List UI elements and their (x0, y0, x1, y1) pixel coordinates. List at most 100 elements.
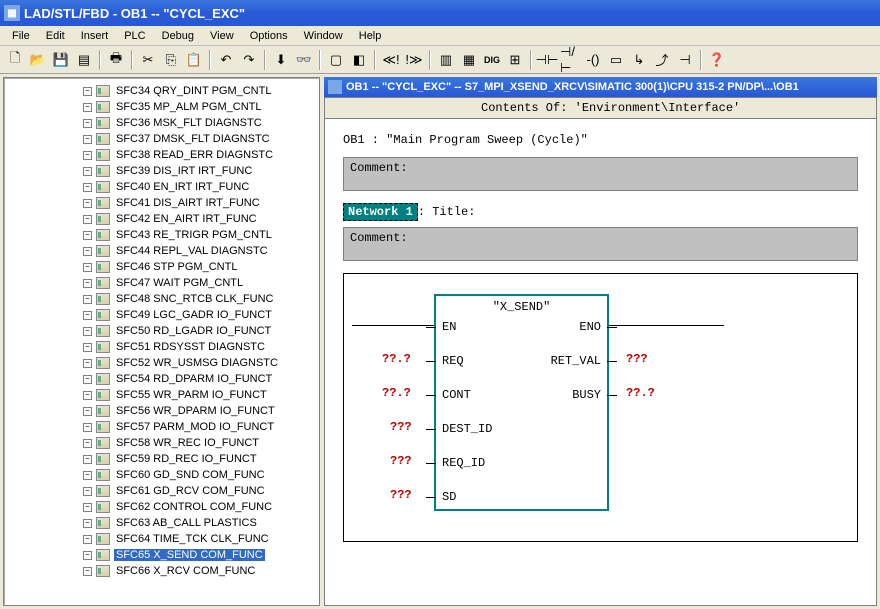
save-button[interactable]: 💾 (50, 49, 72, 71)
tree-item-sfc44[interactable]: −SFC44 REPL_VAL DIAGNSTC (5, 243, 318, 259)
tree-item-sfc42[interactable]: −SFC42 EN_AIRT IRT_FUNC (5, 211, 318, 227)
val-retval[interactable]: ??? (626, 352, 648, 366)
expand-icon[interactable]: − (83, 343, 92, 352)
tree-item-sfc57[interactable]: −SFC57 PARM_MOD IO_FUNCT (5, 419, 318, 435)
expand-icon[interactable]: − (83, 391, 92, 400)
menu-view[interactable]: View (202, 28, 242, 44)
tree-item-sfc48[interactable]: −SFC48 SNC_RTCB CLK_FUNC (5, 291, 318, 307)
expand-icon[interactable]: − (83, 327, 92, 336)
val-cont[interactable]: ??.? (382, 386, 411, 400)
val-sd[interactable]: ??? (390, 488, 412, 502)
undo-button[interactable]: ↶ (215, 49, 237, 71)
expand-icon[interactable]: − (83, 87, 92, 96)
fbd-block[interactable]: "X_SEND" EN ENO REQ RET_VAL CONT (434, 294, 847, 511)
tree-item-sfc36[interactable]: −SFC36 MSK_FLT DIAGNSTC (5, 115, 318, 131)
tree-item-sfc43[interactable]: −SFC43 RE_TRIGR PGM_CNTL (5, 227, 318, 243)
paste-button[interactable]: 📋 (183, 49, 205, 71)
tree-item-sfc55[interactable]: −SFC55 WR_PARM IO_FUNCT (5, 387, 318, 403)
view2-button[interactable]: ▦ (458, 49, 480, 71)
tree-item-sfc37[interactable]: −SFC37 DMSK_FLT DIAGNSTC (5, 131, 318, 147)
expand-icon[interactable]: − (83, 487, 92, 496)
tree-item-sfc49[interactable]: −SFC49 LGC_GADR IO_FUNCT (5, 307, 318, 323)
val-req[interactable]: ??.? (382, 352, 411, 366)
block-button[interactable]: ▢ (325, 49, 347, 71)
tree-item-sfc59[interactable]: −SFC59 RD_REC IO_FUNCT (5, 451, 318, 467)
expand-icon[interactable]: − (83, 503, 92, 512)
menu-help[interactable]: Help (351, 28, 390, 44)
expand-icon[interactable]: − (83, 311, 92, 320)
menu-edit[interactable]: Edit (38, 28, 73, 44)
expand-icon[interactable]: − (83, 151, 92, 160)
tree-list[interactable]: −SFC34 QRY_DINT PGM_CNTL−SFC35 MP_ALM PG… (4, 78, 319, 605)
help-button[interactable]: ❓ (706, 49, 728, 71)
expand-icon[interactable]: − (83, 439, 92, 448)
tree-item-sfc47[interactable]: −SFC47 WAIT PGM_CNTL (5, 275, 318, 291)
tree-item-sfc41[interactable]: −SFC41 DIS_AIRT IRT_FUNC (5, 195, 318, 211)
expand-icon[interactable]: − (83, 215, 92, 224)
branch-close-button[interactable]: ⤴ (651, 49, 673, 71)
tree-item-sfc63[interactable]: −SFC63 AB_CALL PLASTICS (5, 515, 318, 531)
expand-icon[interactable]: − (83, 183, 92, 192)
copy-button[interactable]: ⎘ (160, 49, 182, 71)
menu-file[interactable]: File (4, 28, 38, 44)
menu-window[interactable]: Window (296, 28, 351, 44)
expand-icon[interactable]: − (83, 455, 92, 464)
branch-open-button[interactable]: ↳ (628, 49, 650, 71)
tree-item-sfc51[interactable]: −SFC51 RDSYSST DIAGNSTC (5, 339, 318, 355)
tree-item-sfc38[interactable]: −SFC38 READ_ERR DIAGNSTC (5, 147, 318, 163)
print-button[interactable]: 🖶 (105, 49, 127, 71)
tree-item-sfc35[interactable]: −SFC35 MP_ALM PGM_CNTL (5, 99, 318, 115)
expand-icon[interactable]: − (83, 119, 92, 128)
tree-item-sfc58[interactable]: −SFC58 WR_REC IO_FUNCT (5, 435, 318, 451)
tree-item-sfc62[interactable]: −SFC62 CONTROL COM_FUNC (5, 499, 318, 515)
network-comment-box[interactable]: Comment: (343, 227, 858, 261)
menu-debug[interactable]: Debug (154, 28, 202, 44)
expand-icon[interactable]: − (83, 471, 92, 480)
expand-icon[interactable]: − (83, 199, 92, 208)
cut-button[interactable]: ✂ (137, 49, 159, 71)
box-button[interactable]: ▭ (605, 49, 627, 71)
tree-item-sfc46[interactable]: −SFC46 STP PGM_CNTL (5, 259, 318, 275)
expand-icon[interactable]: − (83, 375, 92, 384)
tree-item-sfc64[interactable]: −SFC64 TIME_TCK CLK_FUNC (5, 531, 318, 547)
val-destid[interactable]: ??? (390, 420, 412, 434)
expand-icon[interactable]: − (83, 423, 92, 432)
save-all-button[interactable]: ▤ (73, 49, 95, 71)
download-button[interactable]: ⬇ (270, 49, 292, 71)
tree-item-sfc40[interactable]: −SFC40 EN_IRT IRT_FUNC (5, 179, 318, 195)
tree-item-sfc52[interactable]: −SFC52 WR_USMSG DIAGNSTC (5, 355, 318, 371)
connect-button[interactable]: ⊣ (674, 49, 696, 71)
block-diagram[interactable]: "X_SEND" EN ENO REQ RET_VAL CONT (343, 273, 858, 542)
tree-item-sfc61[interactable]: −SFC61 GD_RCV COM_FUNC (5, 483, 318, 499)
expand-icon[interactable]: − (83, 551, 92, 560)
goto-button[interactable]: ≪! (380, 49, 402, 71)
unknown1-button[interactable]: ◧ (348, 49, 370, 71)
expand-icon[interactable]: − (83, 535, 92, 544)
expand-icon[interactable]: − (83, 295, 92, 304)
val-busy[interactable]: ??.? (626, 386, 655, 400)
menu-options[interactable]: Options (242, 28, 296, 44)
view4-button[interactable]: ⊞ (504, 49, 526, 71)
expand-icon[interactable]: − (83, 519, 92, 528)
tree-item-sfc50[interactable]: −SFC50 RD_LGADR IO_FUNCT (5, 323, 318, 339)
tree-item-sfc65[interactable]: −SFC65 X_SEND COM_FUNC (5, 547, 318, 563)
coil-button[interactable]: -() (582, 49, 604, 71)
tree-item-sfc66[interactable]: −SFC66 X_RCV COM_FUNC (5, 563, 318, 579)
expand-icon[interactable]: − (83, 167, 92, 176)
tree-item-sfc39[interactable]: −SFC39 DIS_IRT IRT_FUNC (5, 163, 318, 179)
expand-icon[interactable]: − (83, 263, 92, 272)
new-button[interactable]: 🗋 (4, 49, 26, 71)
expand-icon[interactable]: − (83, 359, 92, 368)
open-button[interactable]: 📂 (27, 49, 49, 71)
contact-no-button[interactable]: ⊣⊢ (536, 49, 558, 71)
tree-item-sfc60[interactable]: −SFC60 GD_SND COM_FUNC (5, 467, 318, 483)
expand-icon[interactable]: − (83, 247, 92, 256)
tree-item-sfc34[interactable]: −SFC34 QRY_DINT PGM_CNTL (5, 83, 318, 99)
menu-plc[interactable]: PLC (116, 28, 153, 44)
expand-icon[interactable]: − (83, 231, 92, 240)
tree-item-sfc54[interactable]: −SFC54 RD_DPARM IO_FUNCT (5, 371, 318, 387)
tree-item-sfc56[interactable]: −SFC56 WR_DPARM IO_FUNCT (5, 403, 318, 419)
contact-nc-button[interactable]: ⊣/⊢ (559, 49, 581, 71)
menu-insert[interactable]: Insert (73, 28, 117, 44)
val-reqid[interactable]: ??? (390, 454, 412, 468)
